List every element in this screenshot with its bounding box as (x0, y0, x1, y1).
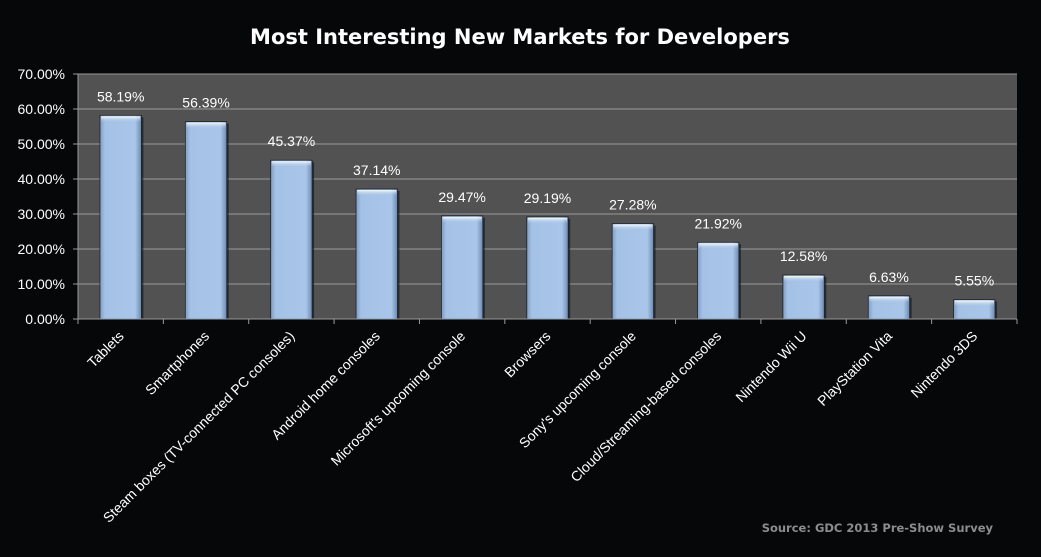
bar-highlight (698, 243, 738, 250)
bar (270, 159, 315, 320)
y-tick-label: 70.00% (18, 66, 65, 82)
y-axis-ticks: 0.00% 10.00% 20.00% 30.00% 40.00% 50.00% 60.00… (18, 66, 65, 327)
value-label: 29.47% (438, 189, 485, 205)
bar (441, 215, 485, 320)
bar-highlight (954, 300, 995, 307)
x-tick-label: Tablets (84, 328, 127, 371)
bar-highlight (100, 116, 141, 123)
y-tick-label: 20.00% (18, 241, 65, 257)
bar (782, 274, 827, 320)
y-tick-label: 10.00% (18, 276, 65, 292)
bar-body (441, 215, 484, 320)
bar (99, 114, 144, 320)
x-tick-label: Nintendo 3DS (907, 328, 980, 401)
value-label: 45.37% (268, 133, 315, 149)
bar-body (355, 188, 398, 320)
bar-highlight (186, 122, 226, 129)
value-label: 27.28% (609, 197, 656, 213)
x-axis (77, 318, 1018, 324)
bar-body (611, 223, 654, 320)
y-tick-label: 0.00% (25, 311, 65, 327)
y-tick-label: 40.00% (18, 171, 65, 187)
bars (99, 114, 998, 320)
bar-highlight (442, 216, 482, 223)
x-tick-label: Cloud/Streaming-based consoles (567, 328, 724, 485)
y-tick-label: 30.00% (18, 206, 65, 222)
source-note: Source: GDC 2013 Pre-Show Survey (762, 521, 994, 535)
y-tick-label: 60.00% (18, 101, 65, 117)
value-label: 56.39% (182, 95, 229, 111)
bar (697, 241, 741, 320)
bar (526, 216, 571, 320)
x-tick-label: Browsers (501, 328, 554, 381)
bar-highlight (783, 275, 824, 282)
x-tick-label: Microsoft's upcoming console (327, 328, 468, 469)
value-label: 37.14% (353, 162, 400, 178)
value-label: 5.55% (954, 273, 994, 289)
value-label: 12.58% (780, 248, 827, 264)
value-label: 6.63% (869, 269, 909, 285)
bar-highlight (613, 224, 653, 231)
bar (867, 295, 912, 320)
bar-body (270, 159, 313, 320)
bar-highlight (869, 296, 909, 303)
bar-highlight (527, 217, 568, 224)
bar (953, 299, 998, 320)
bar (184, 121, 229, 320)
bar-body (697, 241, 740, 320)
bar-body (184, 121, 228, 320)
bar-body (99, 114, 142, 320)
value-label: 21.92% (694, 215, 741, 231)
bar-body (526, 216, 569, 320)
bar-highlight (357, 190, 397, 197)
y-tick-label: 50.00% (18, 136, 65, 152)
value-label: 58.19% (97, 88, 144, 104)
x-tick-label: PlayStation Vita (814, 328, 895, 409)
value-labels: 58.19% 56.39% 45.37% 37.14% 29.47% 29.19% 27.2… (97, 88, 994, 288)
x-tick-label: Smartphones (142, 328, 212, 398)
bar (355, 188, 400, 320)
bar (611, 223, 656, 320)
x-tick-label: Nintendo Wii U (732, 328, 809, 405)
chart-title: Most Interesting New Markets for Develop… (250, 25, 790, 49)
value-label: 29.19% (524, 190, 571, 206)
bar-highlight (271, 161, 312, 168)
x-tick-label: Steam boxes (TV-connected PC consoles) (100, 328, 298, 526)
